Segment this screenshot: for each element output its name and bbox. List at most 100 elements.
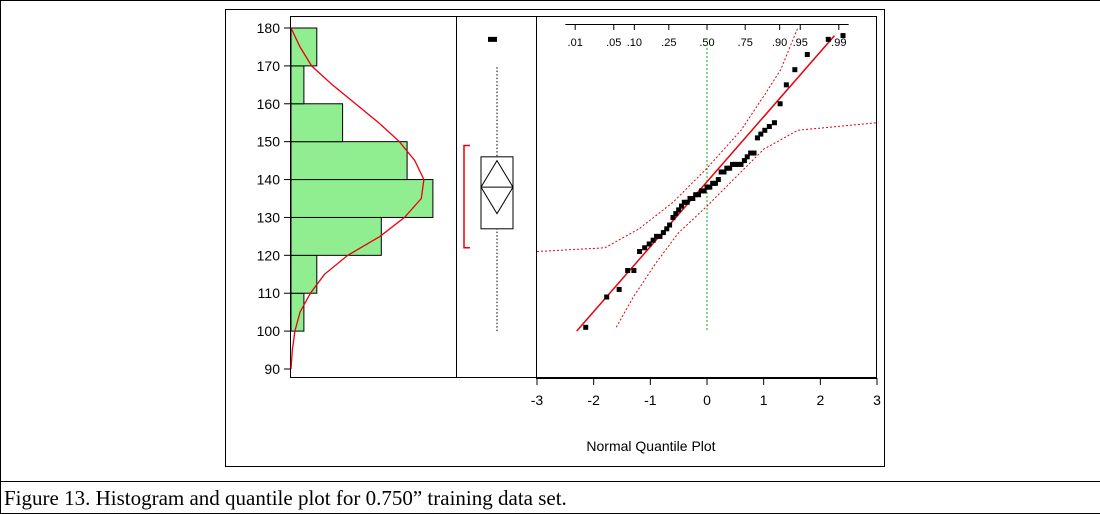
plot-area-border	[290, 16, 877, 378]
quantile-point	[727, 165, 733, 171]
histogram-bar	[290, 179, 434, 218]
quantile-point	[693, 192, 699, 198]
quantile-point	[721, 169, 727, 175]
y-tick-label: 180	[257, 20, 281, 36]
quantile-point	[678, 203, 684, 209]
quantile-point	[604, 294, 610, 300]
figure-chart: -3 -2 -1 0 1 2 3 .01 .05 .10 .25 .50 .75 .90 .95 .99 90…	[225, 9, 885, 467]
quantile-point	[766, 124, 772, 130]
box-outlier	[488, 36, 497, 42]
quantile-point	[673, 211, 679, 217]
quantile-point	[646, 241, 652, 247]
quantile-point	[715, 177, 721, 183]
histogram-bar	[290, 65, 305, 105]
x-tick-label: 0	[703, 392, 711, 408]
top-prob-tick-label: .05	[606, 37, 621, 49]
mean-diamond	[480, 159, 514, 215]
quantile-point	[631, 267, 637, 273]
quantile-point	[730, 161, 736, 167]
confidence-band-upper	[536, 27, 799, 252]
quantile-point	[758, 131, 764, 137]
histogram-bar	[290, 292, 305, 332]
quantile-point	[718, 169, 724, 175]
histogram-bar	[290, 103, 344, 143]
quantile-point	[707, 184, 713, 190]
y-tick-label: 170	[257, 58, 281, 74]
quantile-point	[616, 286, 622, 292]
y-tick-label: 140	[257, 172, 281, 188]
quantile-point	[840, 33, 846, 39]
quantile-point	[783, 82, 789, 88]
quantile-point	[660, 230, 666, 236]
top-prob-tick-label: .10	[627, 37, 642, 49]
frame-divider	[0, 481, 1100, 482]
quantile-point	[690, 196, 696, 201]
quantile-point	[751, 150, 757, 156]
quantile-point	[792, 67, 798, 73]
histogram-bar	[290, 216, 382, 256]
quantile-point	[732, 161, 738, 167]
quantile-point	[698, 188, 704, 194]
quantile-point	[642, 245, 648, 251]
top-prob-tick-label: .75	[738, 37, 753, 49]
quantile-point	[625, 267, 631, 273]
top-prob-tick-label: .25	[661, 37, 676, 49]
y-tick-label: 90	[264, 361, 280, 377]
histogram-bar	[290, 254, 318, 294]
quantile-point	[695, 192, 701, 198]
histogram-bar	[290, 141, 408, 181]
quantile-point	[654, 233, 660, 239]
quantile-point	[664, 226, 670, 232]
figure-outer-border	[225, 9, 885, 467]
x-tick-label: 2	[816, 392, 824, 408]
top-prob-tick-label: .01	[568, 37, 583, 49]
frame-top-border	[0, 0, 1100, 1]
quantile-point	[583, 324, 589, 330]
box-iqr	[480, 156, 514, 230]
quantile-point	[670, 214, 676, 220]
top-prob-tick-label: .90	[772, 37, 787, 49]
quantile-point	[724, 165, 730, 171]
top-prob-tick-label: .99	[831, 37, 846, 49]
x-tick-label: 3	[873, 392, 881, 408]
quantile-point	[710, 180, 716, 186]
confidence-band-lower	[615, 122, 878, 328]
quantile-point	[681, 199, 687, 205]
y-tick-label: 150	[257, 134, 281, 150]
top-prob-tick-label: .50	[699, 37, 714, 49]
x-tick-label: -2	[587, 392, 600, 408]
histogram-bar	[290, 27, 318, 67]
y-tick-label: 120	[257, 247, 281, 263]
frame-left-border	[0, 0, 1, 514]
quantile-point	[650, 237, 656, 243]
y-tick-label: 160	[257, 96, 281, 112]
normal-fit-line	[576, 35, 836, 332]
x-tick-label: 1	[760, 392, 768, 408]
normal-density-curve	[290, 27, 425, 370]
quantile-point	[825, 36, 831, 42]
quantile-point	[684, 199, 690, 205]
quantile-point	[748, 150, 754, 156]
quantile-point	[637, 249, 643, 255]
axes: 90 100 110 120 130 140 150 160 170 180	[257, 20, 291, 377]
quantile-point	[777, 101, 783, 107]
x-tick-label: -1	[644, 392, 657, 408]
shortest-half-bracket	[463, 144, 470, 249]
quantile-point	[762, 127, 768, 133]
top-prob-tick-label: .95	[793, 37, 808, 49]
quantile-point	[713, 180, 719, 186]
quantile-plot-xlabel: Normal Quantile Plot	[586, 438, 715, 454]
quantile-point	[687, 196, 693, 201]
box-plot	[463, 36, 514, 332]
histogram	[290, 27, 434, 370]
quantile-point	[804, 52, 810, 58]
normal-quantile-plot: -3 -2 -1 0 1 2 3 .01 .05 .10 .25 .50 .75 .90 .95 .99	[531, 24, 881, 408]
quantile-point	[704, 184, 710, 190]
quantile-point	[741, 158, 747, 164]
figure-caption: Figure 13. Histogram and quantile plot f…	[4, 486, 567, 510]
quantile-point	[771, 120, 777, 126]
x-tick-label: -3	[531, 392, 544, 408]
quantile-point	[735, 161, 741, 167]
quantile-point	[738, 161, 744, 167]
quantile-point	[657, 233, 663, 239]
